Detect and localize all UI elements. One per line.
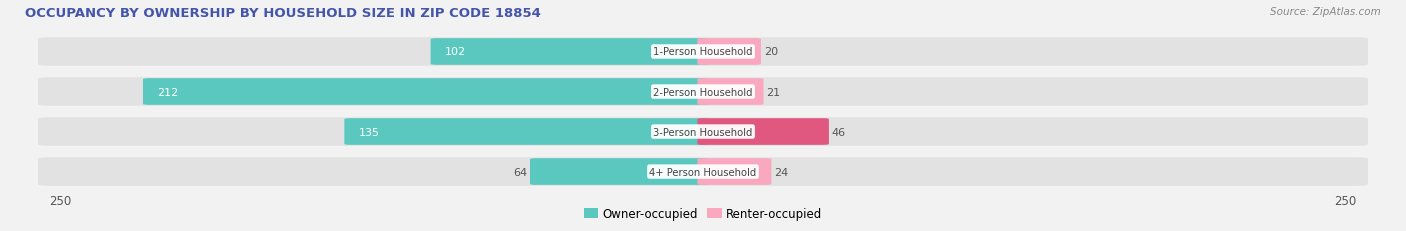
Text: OCCUPANCY BY OWNERSHIP BY HOUSEHOLD SIZE IN ZIP CODE 18854: OCCUPANCY BY OWNERSHIP BY HOUSEHOLD SIZE… xyxy=(25,7,541,20)
FancyBboxPatch shape xyxy=(697,158,772,185)
FancyBboxPatch shape xyxy=(430,39,709,66)
Text: 3-Person Household: 3-Person Household xyxy=(654,127,752,137)
FancyBboxPatch shape xyxy=(344,119,709,145)
Text: 250: 250 xyxy=(49,195,72,207)
FancyBboxPatch shape xyxy=(38,38,1368,67)
FancyBboxPatch shape xyxy=(143,79,709,105)
FancyBboxPatch shape xyxy=(697,39,761,66)
Text: 250: 250 xyxy=(1334,195,1357,207)
Text: 212: 212 xyxy=(157,87,179,97)
Text: 1-Person Household: 1-Person Household xyxy=(654,47,752,57)
Text: 21: 21 xyxy=(766,87,780,97)
Text: 64: 64 xyxy=(513,167,527,177)
Text: 20: 20 xyxy=(763,47,778,57)
Text: 24: 24 xyxy=(775,167,789,177)
Text: 4+ Person Household: 4+ Person Household xyxy=(650,167,756,177)
FancyBboxPatch shape xyxy=(38,78,1368,106)
FancyBboxPatch shape xyxy=(697,79,763,105)
FancyBboxPatch shape xyxy=(38,118,1368,146)
FancyBboxPatch shape xyxy=(38,158,1368,186)
Text: Source: ZipAtlas.com: Source: ZipAtlas.com xyxy=(1270,7,1381,17)
FancyBboxPatch shape xyxy=(697,119,830,145)
Text: 2-Person Household: 2-Person Household xyxy=(654,87,752,97)
FancyBboxPatch shape xyxy=(530,158,709,185)
Legend: Owner-occupied, Renter-occupied: Owner-occupied, Renter-occupied xyxy=(579,203,827,225)
Text: 102: 102 xyxy=(444,47,465,57)
Text: 46: 46 xyxy=(832,127,846,137)
Text: 135: 135 xyxy=(359,127,380,137)
